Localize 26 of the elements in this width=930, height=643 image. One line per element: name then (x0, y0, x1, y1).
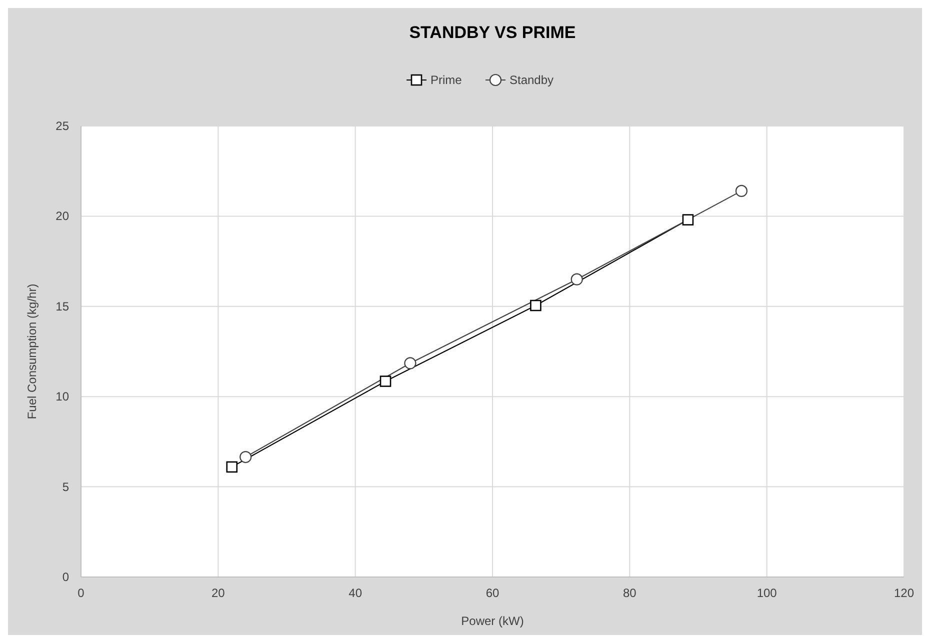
x-tick-label: 120 (894, 586, 914, 600)
point (240, 450, 252, 464)
x-tick-label: 80 (622, 586, 637, 600)
legend-label: Standby (510, 73, 554, 87)
point (380, 376, 392, 387)
y-tick-label: 25 (56, 119, 70, 133)
x-tick-label: 20 (211, 586, 226, 600)
y-axis-title: Fuel Consumption (kg/hr) (25, 284, 39, 420)
point (570, 273, 583, 286)
x-tick-label: 40 (348, 586, 362, 600)
point (226, 461, 238, 473)
x-tick-label: 100 (756, 586, 778, 600)
chart-title: STANDBY VS PRIME (409, 23, 576, 42)
y-tick-label: 0 (62, 570, 70, 584)
y-tick-label: 15 (56, 299, 70, 314)
point (404, 357, 416, 370)
point (682, 214, 694, 226)
y-tick-label: 20 (56, 209, 70, 224)
point (530, 300, 542, 312)
y-tick-label: 5 (62, 480, 70, 494)
legend-label: Prime (430, 73, 462, 87)
x-axis-title: Power (kW) (461, 614, 524, 628)
y-tick-label: 10 (56, 390, 70, 404)
x-tick-label: 0 (78, 586, 85, 600)
point (735, 184, 748, 197)
x-tick-label: 60 (486, 586, 500, 600)
